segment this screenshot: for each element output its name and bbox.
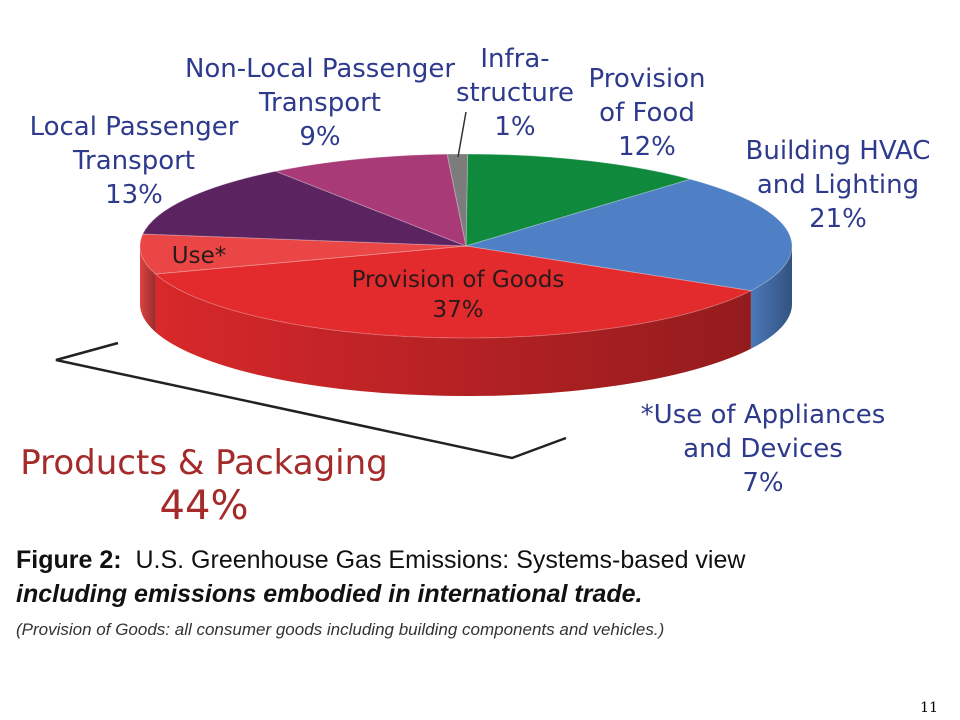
label-provision-of-goods: Provision of Goods 37%: [351, 267, 565, 323]
figure-label: Figure 2:: [16, 546, 122, 574]
label-non-local-passenger-transport: Non-Local Passenger Transport 9%: [184, 54, 456, 152]
label-building-hvac: Building HVAC and Lighting 21%: [745, 136, 931, 234]
figure-caption-line1: Figure 2: U.S. Greenhouse Gas Emissions:…: [16, 546, 745, 575]
pie-side-shade-goods: [155, 273, 751, 397]
pie-slice-goods: [154, 245, 753, 339]
products-packaging-pct: 44%: [159, 483, 249, 529]
pie-slice-use: [139, 233, 467, 275]
products-packaging-label: Products & Packaging 44%: [14, 442, 394, 528]
label-infrastructure: Infra- structure 1%: [456, 44, 574, 142]
label-use-inner: Use*: [171, 243, 227, 269]
pie-side-shade-use: [140, 246, 156, 332]
figure-caption-text: U.S. Greenhouse Gas Emissions: Systems-b…: [135, 546, 746, 574]
figure-caption-note: (Provision of Goods: all consumer goods …: [16, 620, 665, 639]
page-number: 11: [920, 700, 938, 716]
pie-slice-infra: [446, 153, 469, 247]
products-packaging-title: Products & Packaging: [20, 443, 388, 483]
products-bracket: [55, 341, 567, 460]
pie-side-shade-hvac: [750, 246, 792, 349]
pie-slice-food: [465, 153, 693, 247]
pie-slice-hvac: [465, 178, 793, 292]
pie-slice-nonlocal: [273, 153, 467, 247]
figure-caption-line2: including emissions embodied in internat…: [16, 580, 643, 608]
label-local-passenger-transport: Local Passenger Transport 13%: [29, 112, 239, 210]
label-use-of-appliances: *Use of Appliances and Devices 7%: [640, 400, 886, 498]
label-provision-of-food: Provision of Food 12%: [588, 64, 706, 162]
pie-slice-local: [142, 170, 467, 247]
infra-leader-line: [457, 111, 467, 158]
